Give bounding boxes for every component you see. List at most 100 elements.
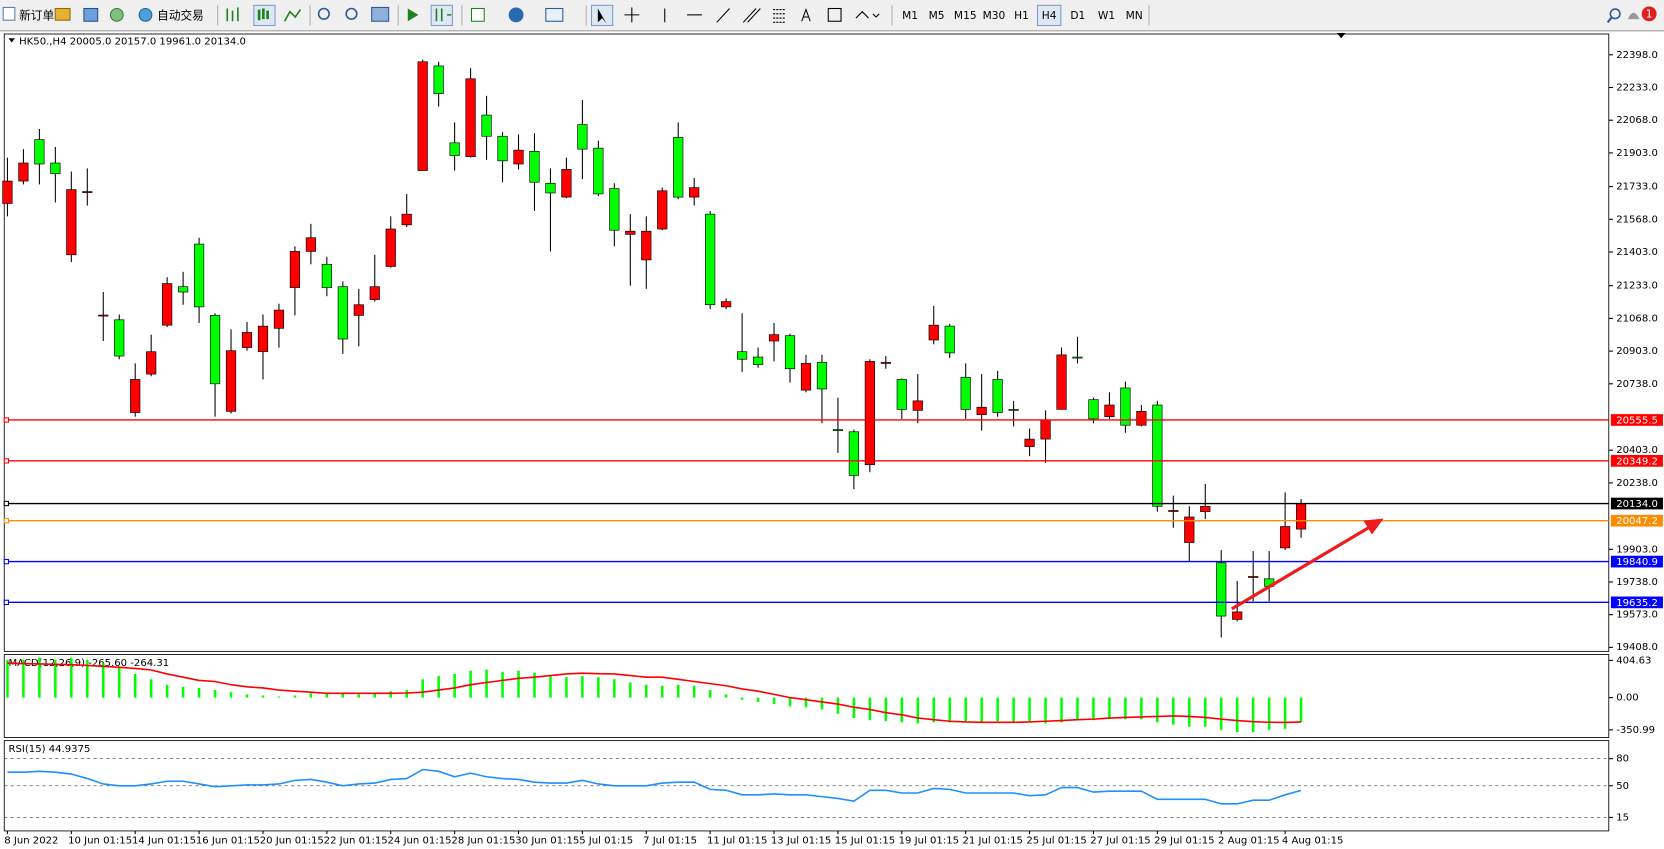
bell-icon[interactable] (1627, 12, 1640, 20)
icon[interactable] (54, 7, 71, 21)
macd-bar (133, 673, 137, 698)
candle-body (625, 230, 636, 235)
y-tick-label: 19738.0 (1616, 577, 1658, 588)
templates-icon[interactable] (545, 7, 564, 22)
label-icon[interactable] (827, 7, 842, 22)
timeframe-button[interactable]: H1 (1014, 9, 1029, 22)
candle-body (417, 61, 428, 171)
macd-bar (501, 671, 504, 698)
zoom-out-icon[interactable] (345, 7, 358, 20)
candle-body (928, 324, 939, 341)
macd-bar (660, 685, 664, 698)
macd-bar (1076, 697, 1079, 721)
candle-body (1216, 562, 1227, 617)
candle-body (273, 309, 285, 329)
crosshair-icon[interactable] (624, 7, 640, 23)
macd-bar (597, 677, 600, 698)
macd-bar (165, 684, 169, 698)
macd-bar (1235, 697, 1239, 733)
new-order-button[interactable]: 新订单 (2, 6, 54, 22)
candle-body (992, 379, 1003, 413)
macd-bar (54, 659, 57, 698)
level-label: 20047.2 (1616, 516, 1658, 527)
arrows-icon[interactable] (855, 10, 880, 19)
candle-body (34, 139, 45, 165)
level-label: 20349.2 (1616, 456, 1658, 467)
x-tick-label: 7 Jul 01:15 (643, 835, 697, 846)
macd-bar (533, 672, 536, 698)
line-icon[interactable] (283, 9, 302, 22)
timeframe-button[interactable]: M30 (983, 9, 1006, 22)
macd-bar (309, 693, 313, 698)
auto-trading-button[interactable]: 自动交易 (138, 7, 204, 22)
timeframe-button[interactable]: D1 (1070, 9, 1085, 22)
candle-body (737, 351, 748, 360)
y-tick-label: 15 (1616, 812, 1629, 823)
timeframe-button[interactable]: M1 (902, 9, 918, 22)
indicators-icon[interactable] (470, 7, 485, 22)
macd-bar (1092, 697, 1095, 721)
candle-body (721, 301, 732, 308)
timeframe-button[interactable]: W1 (1098, 9, 1115, 22)
candle-body (960, 376, 971, 410)
channel-icon[interactable] (742, 8, 761, 23)
macd-bar (421, 679, 424, 698)
y-tick-label: 22233.0 (1616, 83, 1658, 94)
macd-bar (613, 679, 616, 698)
x-tick-label: 19 Jul 01:15 (899, 835, 959, 846)
candle-body (545, 182, 556, 194)
candle-body (1056, 354, 1067, 410)
x-tick-label: 28 Jun 01:15 (451, 835, 515, 846)
macd-bar (964, 697, 967, 723)
candle-body (1024, 438, 1035, 447)
shift-icon[interactable] (435, 8, 452, 22)
candle-body (1120, 387, 1131, 426)
bar-chart-icon[interactable] (226, 7, 239, 22)
macd-bar (980, 697, 983, 723)
x-tick-label: 22 Jun 01:15 (324, 835, 388, 846)
candle-body (369, 286, 380, 300)
icon[interactable] (109, 7, 124, 22)
level-label-box (1610, 455, 1663, 467)
candle-body (800, 363, 812, 391)
candle-body (289, 251, 301, 289)
cursor-icon[interactable] (597, 8, 607, 24)
y-tick-label: 19903.0 (1616, 544, 1658, 555)
periods-icon[interactable] (508, 7, 524, 23)
zoom-in-icon[interactable] (317, 7, 330, 20)
fibo-icon[interactable] (773, 9, 786, 23)
macd-bar (1203, 697, 1207, 727)
button-label: 自动交易 (157, 8, 204, 22)
icon[interactable] (83, 7, 99, 22)
candle-body (146, 351, 157, 375)
y-tick-label: -350.99 (1616, 725, 1655, 736)
search-icon[interactable] (1609, 8, 1621, 20)
active-icon-frame (590, 4, 614, 27)
level-handle (3, 417, 10, 423)
timeframe-button[interactable]: M5 (929, 9, 945, 22)
macd-bar (213, 690, 217, 698)
x-tick-label: 20 Jun 01:15 (260, 835, 324, 846)
trendline-icon[interactable] (716, 8, 730, 23)
macd-bar (341, 693, 345, 698)
candle-body (577, 124, 588, 150)
macd-bar (900, 697, 904, 723)
autoscroll-icon[interactable] (407, 8, 419, 22)
timeframe-button[interactable]: MN (1126, 9, 1143, 22)
candles-icon[interactable] (257, 8, 269, 21)
macd-panel (3, 654, 1610, 738)
notification-badge[interactable] (1641, 6, 1657, 22)
tile-icon[interactable] (371, 6, 390, 22)
symbol-menu-arrow[interactable] (8, 38, 15, 43)
x-tick-label: 13 Jul 01:15 (771, 835, 831, 846)
indicator-label: MACD(12,26,9) -265.60 -264.31 (8, 658, 169, 669)
macd-bar (1172, 697, 1175, 725)
candle-body (241, 332, 253, 348)
candle-body (944, 325, 955, 354)
timeframe-button[interactable]: M15 (954, 9, 977, 22)
x-tick-label: 30 Jun 01:15 (515, 835, 579, 846)
candle-body (257, 325, 269, 353)
timeframe-button[interactable]: H4 (1042, 9, 1057, 22)
text-icon[interactable] (801, 8, 811, 22)
